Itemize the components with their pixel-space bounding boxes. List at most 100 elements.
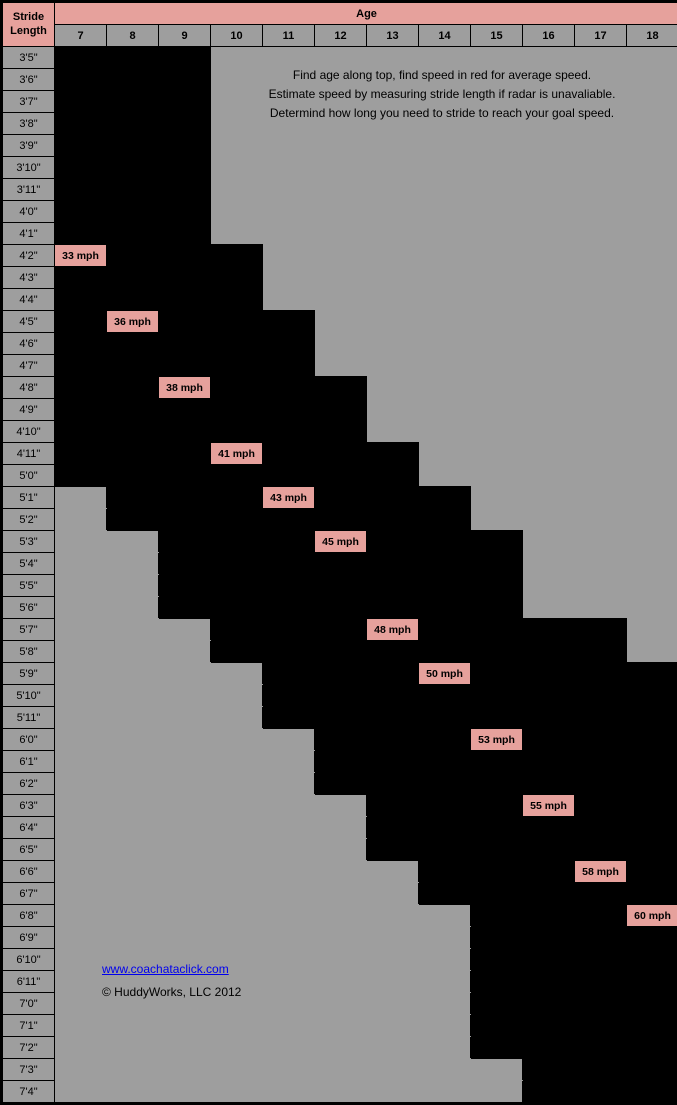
- empty-cell: [107, 707, 159, 729]
- data-cell: [263, 311, 315, 333]
- stride-label: 5'8": [3, 641, 55, 663]
- empty-cell: [523, 509, 575, 531]
- empty-cell: [575, 91, 627, 113]
- stride-label: 5'3": [3, 531, 55, 553]
- empty-cell: [419, 223, 471, 245]
- empty-cell: [575, 245, 627, 267]
- data-cell: [159, 267, 211, 289]
- data-cell: [367, 773, 419, 795]
- data-cell: [471, 531, 523, 553]
- stride-label: 3'6": [3, 69, 55, 91]
- stride-label: 6'3": [3, 795, 55, 817]
- empty-cell: [55, 751, 107, 773]
- table-row: 4'8" 38 mph: [3, 377, 677, 399]
- data-cell: [211, 575, 263, 597]
- empty-cell: [471, 289, 523, 311]
- data-cell: [55, 179, 107, 201]
- empty-cell: [55, 531, 107, 553]
- empty-cell: [575, 69, 627, 91]
- empty-cell: [575, 311, 627, 333]
- data-cell: [315, 377, 367, 399]
- data-cell: [575, 641, 627, 663]
- data-cell: [55, 421, 107, 443]
- empty-cell: [471, 179, 523, 201]
- empty-cell: [315, 311, 367, 333]
- data-cell: [419, 817, 471, 839]
- table-row: 6'10": [3, 949, 677, 971]
- empty-cell: [575, 201, 627, 223]
- empty-cell: [107, 905, 159, 927]
- data-cell: [315, 575, 367, 597]
- data-cell: [55, 91, 107, 113]
- data-cell: [419, 597, 471, 619]
- empty-cell: [419, 113, 471, 135]
- data-cell: [55, 311, 107, 333]
- data-cell: [471, 883, 523, 905]
- empty-cell: [211, 993, 263, 1015]
- data-cell: [315, 487, 367, 509]
- empty-cell: [55, 993, 107, 1015]
- empty-cell: [159, 839, 211, 861]
- empty-cell: [107, 575, 159, 597]
- empty-cell: [211, 1059, 263, 1081]
- empty-cell: [55, 905, 107, 927]
- empty-cell: [575, 289, 627, 311]
- data-cell: [263, 597, 315, 619]
- empty-cell: [159, 817, 211, 839]
- data-cell: [107, 157, 159, 179]
- empty-cell: [159, 993, 211, 1015]
- empty-cell: [159, 861, 211, 883]
- stride-label: 5'0": [3, 465, 55, 487]
- data-cell: [419, 729, 471, 751]
- stride-label: 4'0": [3, 201, 55, 223]
- data-cell: [159, 443, 211, 465]
- data-cell: [471, 707, 523, 729]
- empty-cell: [471, 91, 523, 113]
- stride-label: 6'7": [3, 883, 55, 905]
- data-cell: [211, 531, 263, 553]
- empty-cell: [315, 245, 367, 267]
- data-cell: [159, 47, 211, 69]
- empty-cell: [523, 531, 575, 553]
- empty-cell: [211, 1015, 263, 1037]
- empty-cell: [159, 905, 211, 927]
- empty-cell: [419, 333, 471, 355]
- empty-cell: [627, 113, 677, 135]
- speed-highlight: 33 mph: [55, 245, 107, 267]
- empty-cell: [55, 707, 107, 729]
- data-cell: [471, 861, 523, 883]
- data-cell: [367, 487, 419, 509]
- empty-cell: [55, 1059, 107, 1081]
- data-cell: [471, 839, 523, 861]
- data-cell: [263, 707, 315, 729]
- data-cell: [211, 619, 263, 641]
- data-cell: [211, 509, 263, 531]
- data-cell: [471, 971, 523, 993]
- data-cell: [419, 795, 471, 817]
- data-cell: [263, 377, 315, 399]
- empty-cell: [263, 861, 315, 883]
- data-cell: [211, 267, 263, 289]
- data-cell: [471, 927, 523, 949]
- table-row: 7'0": [3, 993, 677, 1015]
- empty-cell: [627, 47, 677, 69]
- data-cell: [211, 245, 263, 267]
- data-cell: [107, 465, 159, 487]
- stride-label: 7'3": [3, 1059, 55, 1081]
- empty-cell: [367, 421, 419, 443]
- data-cell: [159, 91, 211, 113]
- empty-cell: [627, 69, 677, 91]
- empty-cell: [211, 223, 263, 245]
- data-cell: [367, 443, 419, 465]
- data-cell: [107, 223, 159, 245]
- empty-cell: [627, 223, 677, 245]
- data-cell: [55, 399, 107, 421]
- data-cell: [471, 795, 523, 817]
- empty-cell: [627, 399, 677, 421]
- table-row: 5'3" 45 mph: [3, 531, 677, 553]
- data-cell: [107, 179, 159, 201]
- empty-cell: [419, 355, 471, 377]
- empty-cell: [627, 465, 677, 487]
- data-cell: [159, 531, 211, 553]
- data-cell: [367, 663, 419, 685]
